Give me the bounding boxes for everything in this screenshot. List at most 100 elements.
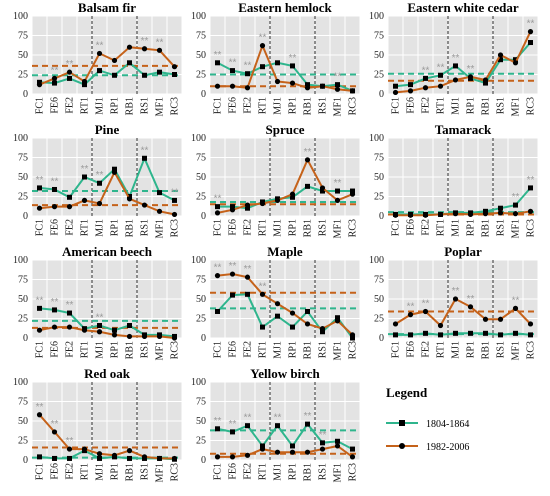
panel-title: Eastern white cedar: [407, 0, 518, 15]
x-tick-label: RT1: [436, 97, 447, 114]
x-tick-label: MF1: [333, 341, 344, 360]
x-tick-label: RB1: [481, 219, 492, 237]
data-point-1982-2006: [111, 169, 118, 175]
significance-mark: **: [527, 175, 535, 186]
significance-mark: **: [229, 58, 237, 69]
significance-mark: **: [259, 33, 267, 44]
y-tick-label: 50: [18, 416, 28, 427]
x-tick-label: RP1: [110, 463, 121, 480]
data-point-1804-1864: [52, 186, 57, 192]
x-tick-label: RC3: [170, 341, 181, 359]
data-point-1982-2006: [96, 50, 103, 57]
data-point-1982-2006: [319, 446, 326, 452]
y-tick-label: 100: [13, 11, 28, 22]
data-point-1804-1864: [350, 335, 355, 341]
data-point-1982-2006: [289, 449, 296, 455]
y-tick-label: 75: [196, 31, 206, 42]
y-tick-label: 100: [191, 11, 206, 22]
series-line-1804-1864: [39, 307, 175, 338]
data-point-1804-1864: [245, 291, 250, 297]
data-point-1804-1864: [483, 80, 488, 86]
data-point-1804-1864: [453, 63, 458, 69]
data-point-1982-2006: [407, 212, 414, 218]
x-tick-label: RP1: [288, 97, 299, 114]
x-tick-label: MJ1: [451, 341, 462, 359]
significance-mark: **: [66, 300, 74, 311]
significance-mark: **: [274, 413, 282, 424]
data-point-1804-1864: [290, 324, 295, 330]
data-point-1982-2006: [141, 333, 148, 340]
x-tick-label: RC3: [526, 97, 537, 115]
x-tick-label: FE2: [65, 463, 76, 480]
legend-marker-1804-1864: [399, 420, 405, 426]
x-tick-label: FE6: [406, 341, 417, 358]
x-tick-label: FE6: [228, 97, 239, 114]
y-tick-label: 0: [201, 89, 206, 100]
data-point-1804-1864: [513, 330, 518, 336]
data-point-1804-1864: [408, 82, 413, 88]
x-tick-label: MJ1: [451, 219, 462, 237]
panel-title: Balsam fir: [78, 0, 136, 15]
data-point-1804-1864: [112, 72, 117, 78]
significance-mark: **: [214, 263, 222, 274]
y-tick-label: 75: [18, 153, 28, 164]
data-point-1804-1864: [275, 60, 280, 66]
significance-mark: **: [244, 413, 252, 424]
legend-label-1804-1864: 1804-1864: [426, 419, 469, 430]
y-tick-label: 100: [13, 255, 28, 266]
x-tick-label: MJ1: [273, 219, 284, 237]
x-tick-label: MF1: [333, 463, 344, 482]
data-point-1982-2006: [259, 43, 266, 49]
data-point-1982-2006: [349, 88, 356, 94]
data-point-1982-2006: [527, 321, 534, 327]
data-point-1804-1864: [142, 155, 147, 161]
x-tick-label: RP1: [110, 219, 121, 236]
data-point-1982-2006: [214, 454, 221, 460]
legend-title: Legend: [386, 385, 428, 400]
data-point-1804-1864: [142, 72, 147, 78]
data-point-1982-2006: [407, 312, 414, 318]
significance-mark: **: [304, 411, 312, 422]
y-tick-label: 50: [196, 416, 206, 427]
x-tick-label: FE6: [50, 219, 61, 236]
panel-title: Pine: [95, 122, 120, 137]
data-point-1982-2006: [51, 429, 58, 435]
data-point-1804-1864: [97, 455, 102, 461]
data-point-1982-2006: [244, 85, 251, 91]
significance-mark: **: [51, 176, 59, 187]
y-tick-label: 75: [18, 397, 28, 408]
x-tick-label: FE2: [243, 219, 254, 236]
legend-label-1982-2006: 1982-2006: [426, 442, 469, 453]
significance-mark: **: [437, 62, 445, 73]
data-point-1804-1864: [393, 332, 398, 338]
series-line-1982-2006: [217, 42, 353, 92]
series-line-1982-2006: [395, 210, 531, 217]
y-tick-label: 0: [23, 89, 28, 100]
y-tick-label: 0: [23, 211, 28, 222]
x-tick-label: FC1: [391, 97, 402, 114]
data-point-1804-1864: [468, 330, 473, 336]
data-point-1982-2006: [156, 455, 163, 462]
y-tick-label: 50: [196, 50, 206, 61]
y-tick-label: 0: [201, 455, 206, 466]
data-point-1804-1864: [290, 63, 295, 69]
data-point-1804-1864: [335, 438, 340, 444]
significance-mark: **: [51, 419, 59, 430]
data-point-1982-2006: [229, 207, 236, 213]
data-point-1804-1864: [350, 446, 355, 452]
x-tick-label: FC1: [35, 341, 46, 358]
significance-mark: **: [51, 65, 59, 76]
data-point-1982-2006: [171, 335, 178, 341]
data-point-1982-2006: [259, 446, 266, 452]
data-point-1804-1864: [97, 323, 102, 329]
panel-poplar: Poplar 0 25 50 75 100 ** ** ** ** ** FC1 FE6 FE2 RT1 MJ…: [369, 244, 539, 360]
significance-mark: **: [244, 61, 252, 72]
series-line-1982-2006: [38, 414, 175, 460]
significance-mark: **: [334, 178, 342, 189]
y-tick-label: 25: [374, 314, 384, 325]
x-tick-label: FE2: [243, 341, 254, 358]
y-tick-label: 25: [18, 314, 28, 325]
x-tick-label: FC1: [35, 97, 46, 114]
data-point-1982-2006: [66, 324, 73, 330]
x-tick-label: MF1: [155, 97, 166, 116]
